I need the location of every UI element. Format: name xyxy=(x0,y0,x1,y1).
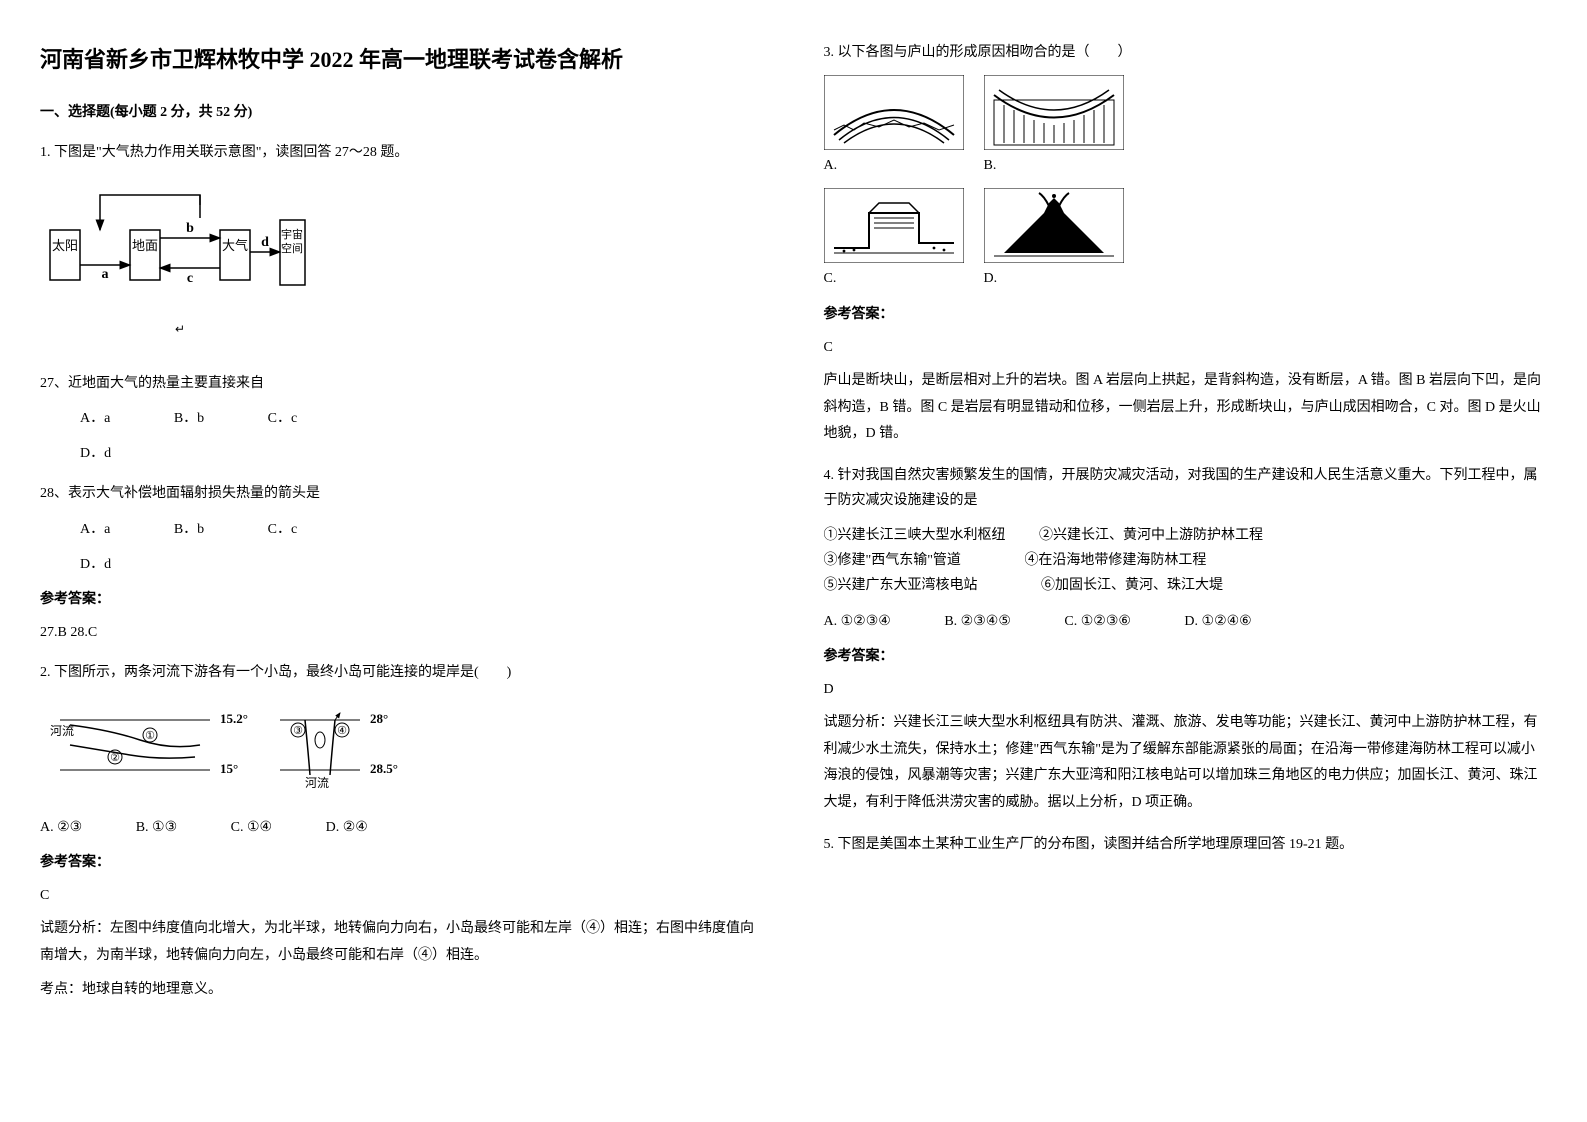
q2-answer: C xyxy=(40,883,764,908)
q4-analysis: 试题分析：兴建长江三峡大型水利枢纽具有防洪、灌溉、旅游、发电等功能；兴建长江、黄… xyxy=(824,710,1548,816)
q4-answer-label: 参考答案： xyxy=(824,644,1548,669)
q4-opt-a: A. ①②③④ xyxy=(824,614,891,629)
q2-text: 2. 下图所示，两条河流下游各有一个小岛，最终小岛可能连接的堤岸是( ) xyxy=(40,660,764,685)
q4-opt-b: B. ②③④⑤ xyxy=(944,614,1011,629)
q4-text: 4. 针对我国自然灾害频繁发生的国情，开展防灾减灾活动，对我国的生产建设和人民生… xyxy=(824,463,1548,513)
q4-answer: D xyxy=(824,677,1548,702)
q28-opt-d: D．d xyxy=(80,552,111,577)
page-title: 河南省新乡市卫辉林牧中学 2022 年高一地理联考试卷含解析 xyxy=(40,40,764,80)
left-column: 河南省新乡市卫辉林牧中学 2022 年高一地理联考试卷含解析 一、选择题(每小题… xyxy=(40,40,764,1019)
circle-3: ③ xyxy=(293,725,303,737)
q4-items-row2: ③修建"西气东输"管道 ④在沿海地带修建海防林工程 xyxy=(824,548,1548,573)
question-3: 3. 以下各图与庐山的形成原因相吻合的是（ ） A. xyxy=(824,40,1548,448)
arrow-a-label: a xyxy=(102,267,109,282)
q3-answer-label: 参考答案： xyxy=(824,302,1548,327)
q2-opt-b: B. ①③ xyxy=(136,820,177,835)
page-container: 河南省新乡市卫辉林牧中学 2022 年高一地理联考试卷含解析 一、选择题(每小题… xyxy=(40,40,1547,1019)
q2-answer-label: 参考答案： xyxy=(40,850,764,875)
q4-items-row1: ①兴建长江三峡大型水利枢纽 ②兴建长江、黄河中上游防护林工程 xyxy=(824,523,1548,548)
q27-text: 27、近地面大气的热量主要直接来自 xyxy=(40,371,764,396)
q27-opt-c: C．c xyxy=(268,406,298,431)
lat-28: 28° xyxy=(370,711,388,726)
q4-opt-d: D. ①②④⑥ xyxy=(1184,614,1251,629)
q4-item2: ②兴建长江、黄河中上游防护林工程 xyxy=(1039,528,1263,543)
question-2: 2. 下图所示，两条河流下游各有一个小岛，最终小岛可能连接的堤岸是( ) 15.… xyxy=(40,660,764,1004)
q28-opt-a: A．a xyxy=(80,517,110,542)
q3-label-d: D. xyxy=(984,266,998,291)
circle-4: ④ xyxy=(337,725,347,737)
q4-item3: ③修建"西气东输"管道 xyxy=(824,553,961,568)
q1-answer: 27.B 28.C xyxy=(40,620,764,645)
arrow-c-label: c xyxy=(187,271,193,286)
arrow-b-label: b xyxy=(186,221,194,236)
diagram-ground-label: 地面 xyxy=(132,238,158,253)
lat-15: 15° xyxy=(220,761,238,776)
q3-answer: C xyxy=(824,335,1548,360)
sub-question-28: 28、表示大气补偿地面辐射损失热量的箭头是 A．a B．b C．c D．d xyxy=(40,481,764,577)
lat-152: 15.2° xyxy=(220,711,248,726)
q1-intro: 1. 下图是"大气热力作用关联示意图"，读图回答 27～28 题。 xyxy=(40,140,764,165)
svg-text:空间: 空间 xyxy=(281,241,303,255)
q4-opt-c: C. ①②③⑥ xyxy=(1064,614,1131,629)
q4-item5: ⑤兴建广东大亚湾核电站 xyxy=(824,578,978,593)
q3-label-c: C. xyxy=(824,266,837,291)
q3-images-row1: A. xyxy=(824,75,1548,178)
q2-analysis: 试题分析：左图中纬度值向北增大，为北半球，地转偏向力向右，小岛最终可能和左岸（④… xyxy=(40,916,764,969)
q3-text: 3. 以下各图与庐山的形成原因相吻合的是（ ） xyxy=(824,40,1548,65)
q2-opt-d: D. ②④ xyxy=(326,820,368,835)
question-5: 5. 下图是美国本土某种工业生产厂的分布图，读图并结合所学地理原理回答 19-2… xyxy=(824,832,1548,857)
circle-1: ① xyxy=(145,730,155,742)
q4-options: A. ①②③④ B. ②③④⑤ C. ①②③⑥ D. ①②④⑥ xyxy=(824,609,1548,634)
geo-image-d: D. xyxy=(984,188,1124,291)
geo-image-a: A. xyxy=(824,75,964,178)
q4-items-row3: ⑤兴建广东大亚湾核电站 ⑥加固长江、黄河、珠江大堤 xyxy=(824,573,1548,598)
geo-image-c: C. xyxy=(824,188,964,291)
sub-question-27: 27、近地面大气的热量主要直接来自 A．a B．b C．c D．d xyxy=(40,371,764,467)
river-diagram: 15.2° 15° 河流 ① ② 28° 28.5° 河流 xyxy=(40,695,764,804)
q3-images-row2: C. D. xyxy=(824,188,1548,291)
geo-image-b: B. xyxy=(984,75,1124,178)
q2-opt-a: A. ②③ xyxy=(40,820,82,835)
right-column: 3. 以下各图与庐山的形成原因相吻合的是（ ） A. xyxy=(824,40,1548,1019)
q3-analysis: 庐山是断块山，是断层相对上升的岩块。图 A 岩层向上拱起，是背斜构造，没有断层，… xyxy=(824,368,1548,448)
section-header: 一、选择题(每小题 2 分，共 52 分) xyxy=(40,100,764,125)
q2-opt-c: C. ①④ xyxy=(231,820,272,835)
q1-answer-label: 参考答案： xyxy=(40,587,764,612)
q27-opt-b: B．b xyxy=(174,406,204,431)
arrow-d-label: d xyxy=(261,235,269,250)
question-1: 1. 下图是"大气热力作用关联示意图"，读图回答 27～28 题。 太阳 地面 … xyxy=(40,140,764,645)
q3-label-a: A. xyxy=(824,153,838,178)
q2-point: 考点：地球自转的地理意义。 xyxy=(40,977,764,1004)
q2-options: A. ②③ B. ①③ C. ①④ D. ②④ xyxy=(40,815,764,840)
q4-item1: ①兴建长江三峡大型水利枢纽 xyxy=(824,528,1006,543)
q28-opt-c: C．c xyxy=(268,517,298,542)
question-4: 4. 针对我国自然灾害频繁发生的国情，开展防灾减灾活动，对我国的生产建设和人民生… xyxy=(824,463,1548,817)
diagram-sun-label: 太阳 xyxy=(52,238,78,253)
river-label-left: 河流 xyxy=(50,724,74,738)
q28-opt-b: B．b xyxy=(174,517,204,542)
diagram-atmo-label: 大气 xyxy=(222,238,248,253)
diagram-space-label: 宇宙 xyxy=(281,227,303,241)
q4-item4: ④在沿海地带修建海防林工程 xyxy=(1024,553,1206,568)
q27-opt-d: D．d xyxy=(80,441,111,466)
q28-text: 28、表示大气补偿地面辐射损失热量的箭头是 xyxy=(40,481,764,506)
circle-2: ② xyxy=(110,752,120,764)
q5-text: 5. 下图是美国本土某种工业生产厂的分布图，读图并结合所学地理原理回答 19-2… xyxy=(824,832,1548,857)
atmosphere-diagram: 太阳 地面 大气 宇宙 空间 a b c xyxy=(40,190,320,341)
q3-label-b: B. xyxy=(984,153,997,178)
lat-285: 28.5° xyxy=(370,761,398,776)
q27-opt-a: A．a xyxy=(80,406,110,431)
river-label-right: 河流 xyxy=(305,776,329,790)
q4-item6: ⑥加固长江、黄河、珠江大堤 xyxy=(1041,578,1223,593)
